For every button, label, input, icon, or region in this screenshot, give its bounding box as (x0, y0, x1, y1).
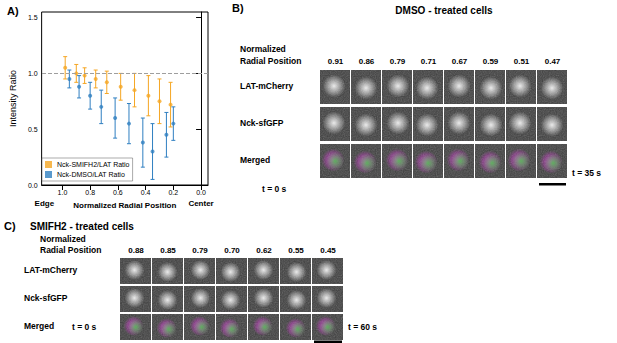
svg-text:1.0: 1.0 (28, 70, 38, 77)
svg-text:Intensity Ratio: Intensity Ratio (8, 70, 18, 127)
svg-text:1.5: 1.5 (28, 14, 38, 21)
svg-text:Nck-sfGFP: Nck-sfGFP (240, 118, 284, 128)
svg-text:Center: Center (188, 199, 213, 208)
svg-text:LAT-mCherry: LAT-mCherry (240, 81, 293, 91)
svg-text:Edge: Edge (35, 199, 55, 208)
svg-text:0.5: 0.5 (28, 126, 38, 133)
svg-text:0.0: 0.0 (28, 182, 38, 189)
svg-text:t = 60 s: t = 60 s (348, 322, 377, 332)
svg-text:t = 35 s: t = 35 s (572, 168, 601, 178)
svg-text:t = 0 s: t = 0 s (262, 184, 287, 194)
svg-text:0.79: 0.79 (192, 246, 208, 255)
svg-text:Nck-SMIFH2/LAT Ratio: Nck-SMIFH2/LAT Ratio (57, 161, 130, 168)
svg-text:LAT-mCherry: LAT-mCherry (24, 265, 77, 275)
svg-text:0.71: 0.71 (421, 57, 437, 66)
svg-text:Merged: Merged (240, 155, 270, 165)
svg-text:0.85: 0.85 (160, 246, 176, 255)
svg-text:0.4: 0.4 (141, 189, 151, 196)
svg-text:Merged: Merged (24, 321, 54, 331)
svg-text:0.91: 0.91 (328, 57, 344, 66)
svg-text:0.62: 0.62 (256, 246, 272, 255)
svg-text:C): C) (4, 220, 16, 232)
svg-text:0.86: 0.86 (359, 57, 375, 66)
svg-text:DMSO - treated cells: DMSO - treated cells (395, 5, 493, 16)
svg-text:0.59: 0.59 (483, 57, 499, 66)
svg-text:0.79: 0.79 (390, 57, 406, 66)
svg-text:0.2: 0.2 (168, 189, 178, 196)
svg-text:Nck-sfGFP: Nck-sfGFP (24, 293, 68, 303)
svg-text:0.55: 0.55 (288, 246, 304, 255)
svg-text:t = 0 s: t = 0 s (72, 322, 97, 332)
svg-text:Radial Position: Radial Position (40, 245, 101, 255)
svg-text:0.45: 0.45 (320, 246, 336, 255)
svg-text:Normalized Radial Position: Normalized Radial Position (73, 201, 176, 210)
svg-text:0.70: 0.70 (224, 246, 240, 255)
svg-text:0.0: 0.0 (196, 189, 206, 196)
svg-text:A): A) (7, 5, 19, 17)
svg-text:0.6: 0.6 (113, 189, 123, 196)
svg-text:Normalized: Normalized (240, 44, 286, 54)
svg-text:0.51: 0.51 (514, 57, 530, 66)
svg-text:SMIFH2 - treated cells: SMIFH2 - treated cells (30, 221, 134, 232)
svg-text:1.0: 1.0 (58, 189, 68, 196)
svg-text:B): B) (232, 2, 244, 14)
svg-text:Radial Position: Radial Position (240, 56, 301, 66)
svg-text:0.67: 0.67 (452, 57, 468, 66)
svg-text:0.8: 0.8 (85, 189, 95, 196)
svg-text:0.88: 0.88 (128, 246, 144, 255)
svg-text:Nck-DMSO/LAT Ratio: Nck-DMSO/LAT Ratio (57, 171, 125, 178)
svg-text:0.47: 0.47 (545, 57, 561, 66)
svg-text:Normalized: Normalized (40, 234, 86, 244)
